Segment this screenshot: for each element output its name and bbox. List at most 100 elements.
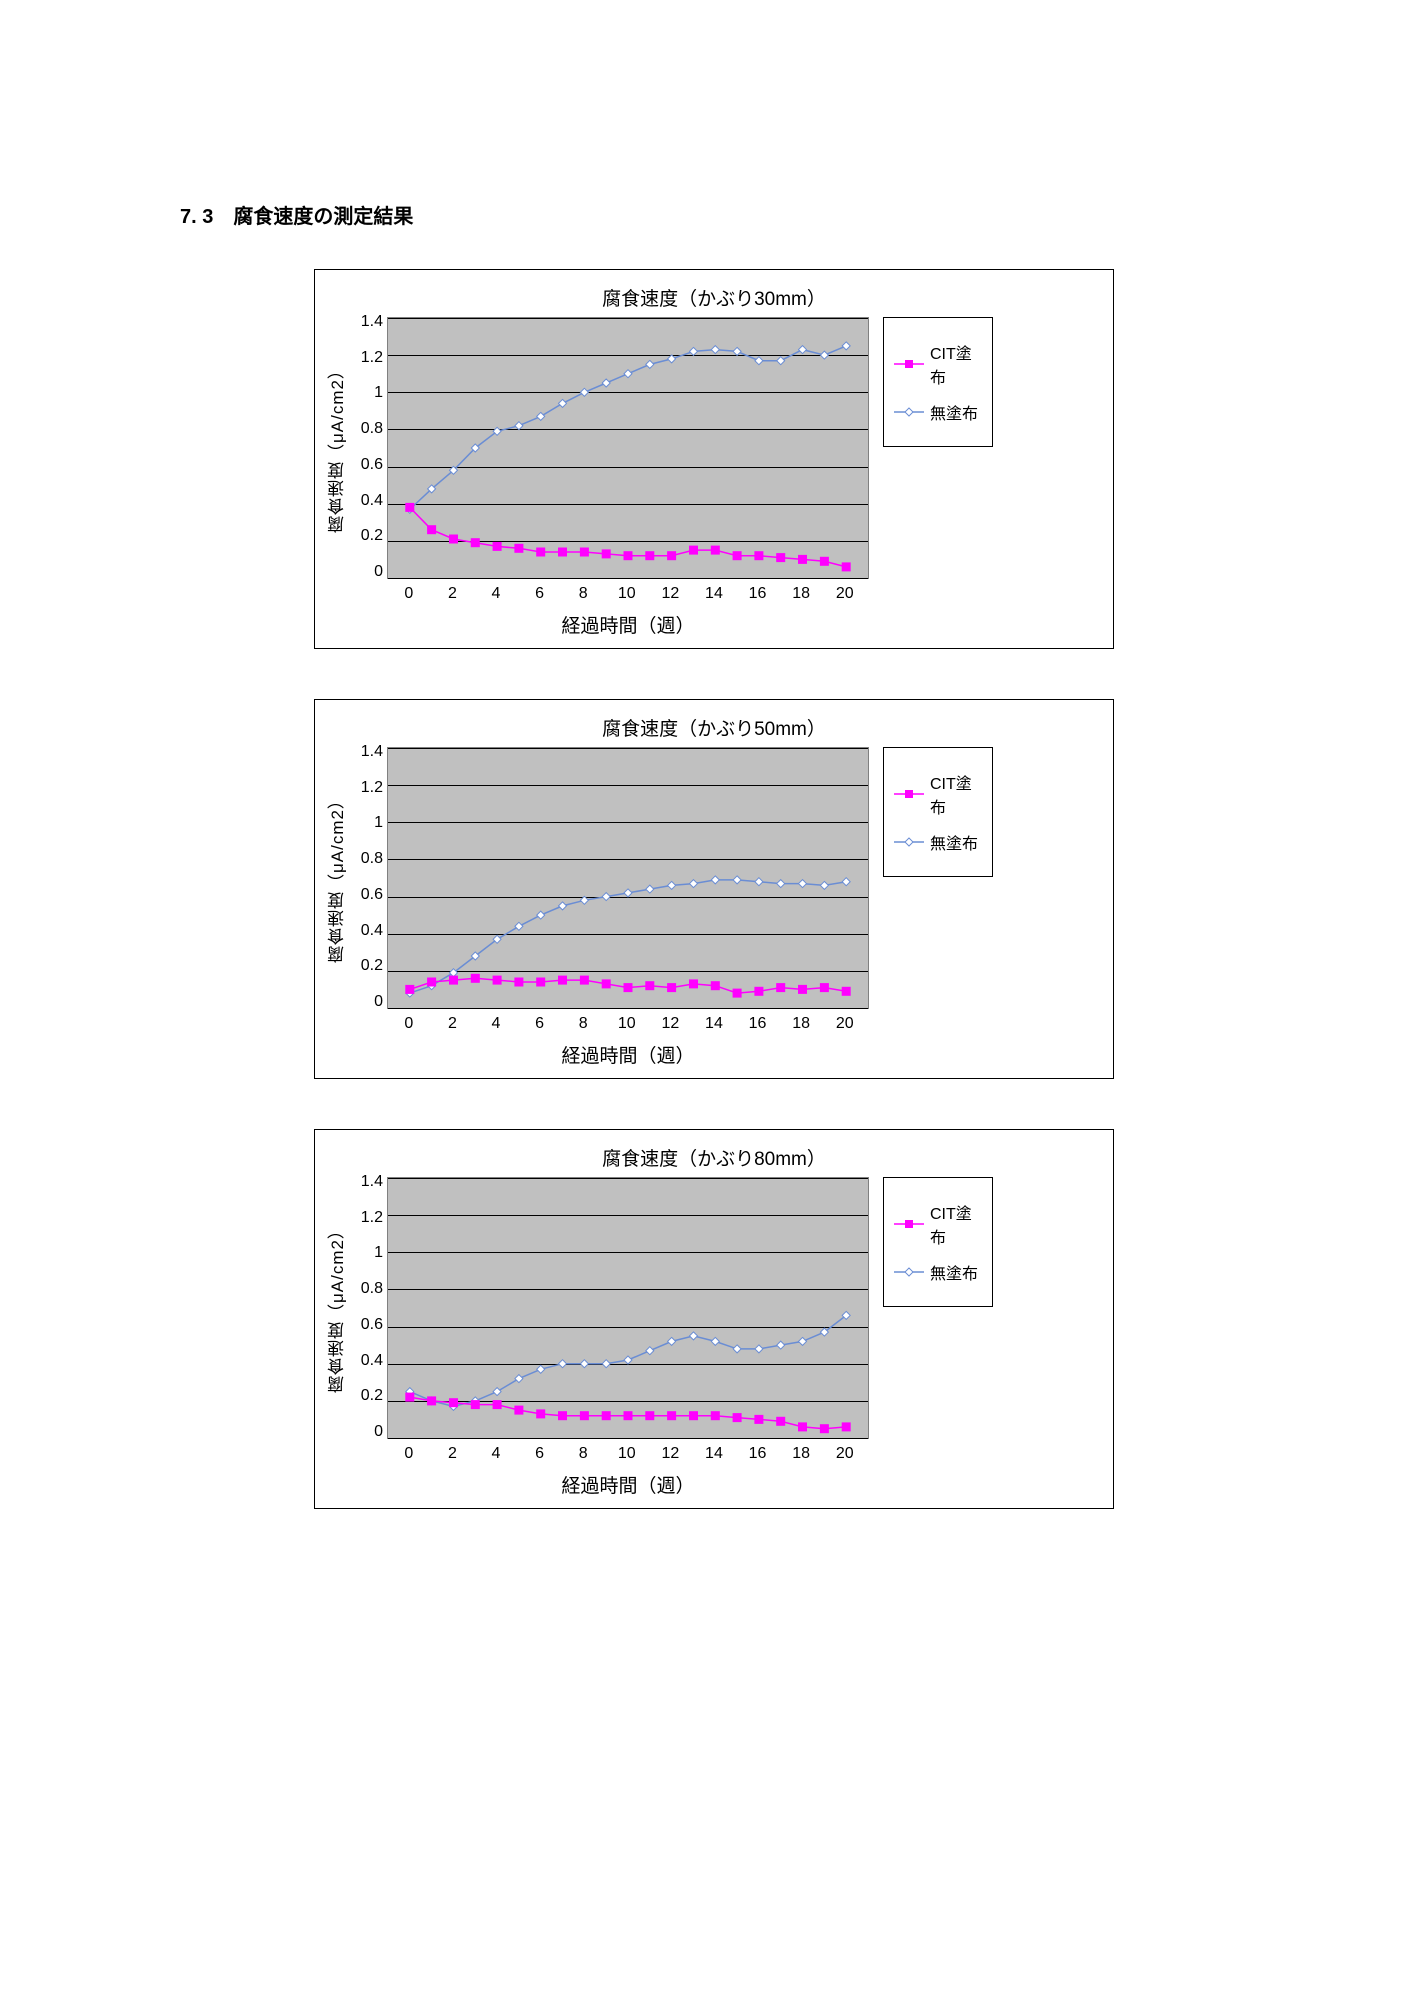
y-axis-label: 腐食速度（μA/cm2） [325, 1221, 350, 1393]
ytick-label: 0.6 [361, 456, 383, 474]
ytick-label: 0 [374, 563, 383, 581]
legend: CIT塗布 無塗布 [883, 1177, 993, 1307]
y-axis-label: 腐食速度（μA/cm2） [325, 361, 350, 533]
xtick-label: 4 [474, 1015, 518, 1033]
xticks: 02468101214161820 [387, 1445, 867, 1463]
ytick-label: 1.2 [361, 1209, 383, 1227]
x-axis-label: 経過時間（週） [387, 611, 869, 638]
series-svg [388, 1178, 868, 1438]
ytick-label: 1.2 [361, 779, 383, 797]
y-axis-label: 腐食速度（μA/cm2） [325, 791, 350, 963]
xtick-label: 10 [605, 1015, 649, 1033]
legend-item-cit: CIT塗布 [894, 340, 982, 388]
xtick-label: 20 [823, 1015, 867, 1033]
ytick-label: 1 [374, 1244, 383, 1262]
legend-item-none: 無塗布 [894, 400, 982, 424]
ytick-label: 0.8 [361, 1280, 383, 1298]
xtick-label: 18 [779, 1445, 823, 1463]
plot-area [387, 1177, 869, 1439]
xtick-label: 2 [431, 1445, 475, 1463]
xtick-label: 4 [474, 585, 518, 603]
legend-swatch-none [894, 835, 924, 849]
xtick-label: 2 [431, 1015, 475, 1033]
legend: CIT塗布 無塗布 [883, 747, 993, 877]
ytick-label: 1.4 [361, 1173, 383, 1191]
xtick-label: 6 [518, 1445, 562, 1463]
xtick-label: 0 [387, 1445, 431, 1463]
charts-container: 腐食速度（かぶり30mm） 腐食速度（μA/cm2） 1.4 1.2 1 0.8 0.6… [180, 269, 1248, 1509]
ytick-label: 0.8 [361, 850, 383, 868]
chart-panel-2: 腐食速度（かぶり80mm） 腐食速度（μA/cm2） 1.4 1.2 1 0.8 0.6… [314, 1129, 1114, 1509]
ytick-label: 0.4 [361, 492, 383, 510]
section-title: 7. 3 腐食速度の測定結果 [180, 200, 1248, 229]
xtick-label: 14 [692, 1015, 736, 1033]
xtick-label: 6 [518, 1015, 562, 1033]
xtick-label: 6 [518, 585, 562, 603]
xtick-label: 0 [387, 585, 431, 603]
xtick-label: 20 [823, 1445, 867, 1463]
ytick-label: 0.8 [361, 420, 383, 438]
legend-item-cit: CIT塗布 [894, 1200, 982, 1248]
legend-swatch-none [894, 1265, 924, 1279]
xtick-label: 12 [649, 1445, 693, 1463]
legend-swatch-none [894, 405, 924, 419]
legend-label: CIT塗布 [930, 770, 982, 818]
legend-item-none: 無塗布 [894, 830, 982, 854]
legend-label: 無塗布 [930, 400, 978, 424]
chart-title: 腐食速度（かぶり50mm） [325, 714, 1103, 741]
legend-swatch-cit [894, 357, 924, 371]
ytick-label: 1 [374, 814, 383, 832]
xtick-label: 18 [779, 1015, 823, 1033]
ytick-label: 1 [374, 384, 383, 402]
ytick-label: 0.6 [361, 1316, 383, 1334]
legend-swatch-cit [894, 787, 924, 801]
ytick-label: 0.2 [361, 1387, 383, 1405]
xticks: 02468101214161820 [387, 1015, 867, 1033]
x-axis-label: 経過時間（週） [387, 1471, 869, 1498]
x-axis-label: 経過時間（週） [387, 1041, 869, 1068]
chart-title: 腐食速度（かぶり30mm） [325, 284, 1103, 311]
series-svg [388, 748, 868, 1008]
xtick-label: 14 [692, 1445, 736, 1463]
xtick-label: 2 [431, 585, 475, 603]
plot-area [387, 747, 869, 1009]
xtick-label: 12 [649, 585, 693, 603]
xtick-label: 12 [649, 1015, 693, 1033]
ytick-label: 1.2 [361, 349, 383, 367]
xtick-label: 16 [736, 585, 780, 603]
chart-panel-0: 腐食速度（かぶり30mm） 腐食速度（μA/cm2） 1.4 1.2 1 0.8 0.6… [314, 269, 1114, 649]
xtick-label: 14 [692, 585, 736, 603]
page: 7. 3 腐食速度の測定結果 腐食速度（かぶり30mm） 腐食速度（μA/cm2… [0, 0, 1428, 1759]
legend-item-none: 無塗布 [894, 1260, 982, 1284]
legend: CIT塗布 無塗布 [883, 317, 993, 447]
series-svg [388, 318, 868, 578]
xtick-label: 4 [474, 1445, 518, 1463]
ytick-label: 0 [374, 1423, 383, 1441]
plot-area [387, 317, 869, 579]
xtick-label: 10 [605, 1445, 649, 1463]
ytick-label: 0.4 [361, 1352, 383, 1370]
xtick-label: 18 [779, 585, 823, 603]
ytick-label: 0.2 [361, 527, 383, 545]
xtick-label: 20 [823, 585, 867, 603]
ytick-label: 0.4 [361, 922, 383, 940]
chart-title: 腐食速度（かぶり80mm） [325, 1144, 1103, 1171]
legend-label: 無塗布 [930, 1260, 978, 1284]
xtick-label: 0 [387, 1015, 431, 1033]
xtick-label: 16 [736, 1015, 780, 1033]
chart-panel-1: 腐食速度（かぶり50mm） 腐食速度（μA/cm2） 1.4 1.2 1 0.8 0.6… [314, 699, 1114, 1079]
legend-item-cit: CIT塗布 [894, 770, 982, 818]
legend-label: CIT塗布 [930, 340, 982, 388]
ytick-label: 0 [374, 993, 383, 1011]
ytick-label: 0.6 [361, 886, 383, 904]
legend-label: CIT塗布 [930, 1200, 982, 1248]
ytick-label: 1.4 [361, 313, 383, 331]
xtick-label: 10 [605, 585, 649, 603]
ytick-label: 1.4 [361, 743, 383, 761]
xtick-label: 16 [736, 1445, 780, 1463]
ytick-label: 0.2 [361, 957, 383, 975]
xtick-label: 8 [561, 1445, 605, 1463]
xtick-label: 8 [561, 1015, 605, 1033]
xtick-label: 8 [561, 585, 605, 603]
xticks: 02468101214161820 [387, 585, 867, 603]
